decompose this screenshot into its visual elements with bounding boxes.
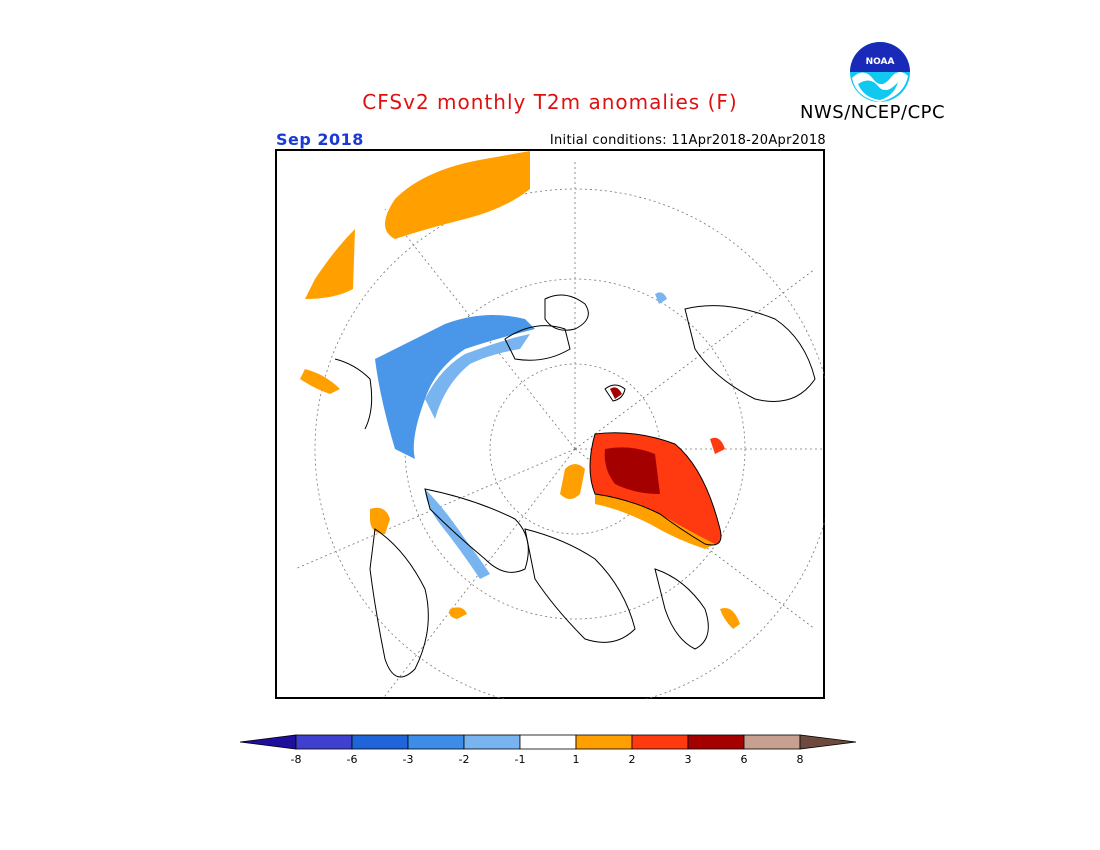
noaa-logo: NOAA [850, 42, 910, 102]
colorbar-tick-label: -3 [403, 753, 414, 766]
colorbar-tick-label: 2 [629, 753, 636, 766]
polar-map [275, 149, 825, 699]
colorbar-tick-label: -8 [291, 753, 302, 766]
colorbar-box [295, 734, 353, 750]
colorbar-box [575, 734, 633, 750]
colorbar-arrow-low [239, 734, 297, 750]
graticule [294, 159, 825, 699]
chart-title: CFSv2 monthly T2m anomalies (F) [362, 90, 738, 114]
colorbar-box [631, 734, 689, 750]
colorbar-tick-label: 3 [685, 753, 692, 766]
svg-text:NOAA: NOAA [866, 57, 895, 67]
colorbar-tick-label: 6 [741, 753, 748, 766]
colorbar-tick-label: -2 [459, 753, 470, 766]
colorbar-box [351, 734, 409, 750]
initial-conditions: Initial conditions: 11Apr2018-20Apr2018 [549, 133, 826, 148]
colorbar-box [743, 734, 801, 750]
colorbar: -8 -6 -3 -2 -1 1 2 3 6 8 [239, 734, 857, 766]
anomaly-shading [300, 151, 740, 629]
colorbar-tick-label: 8 [797, 753, 804, 766]
colorbar-tick-label: -6 [347, 753, 358, 766]
agency-label: NWS/NCEP/CPC [800, 102, 946, 123]
colorbar-box [519, 734, 577, 750]
valid-month: Sep 2018 [276, 130, 364, 149]
coastlines [334, 294, 816, 678]
colorbar-tick-label: 1 [573, 753, 580, 766]
colorbar-box [407, 734, 465, 750]
colorbar-box [463, 734, 521, 750]
colorbar-arrow-high [799, 734, 857, 750]
colorbar-tick-label: -1 [515, 753, 526, 766]
colorbar-box [687, 734, 745, 750]
